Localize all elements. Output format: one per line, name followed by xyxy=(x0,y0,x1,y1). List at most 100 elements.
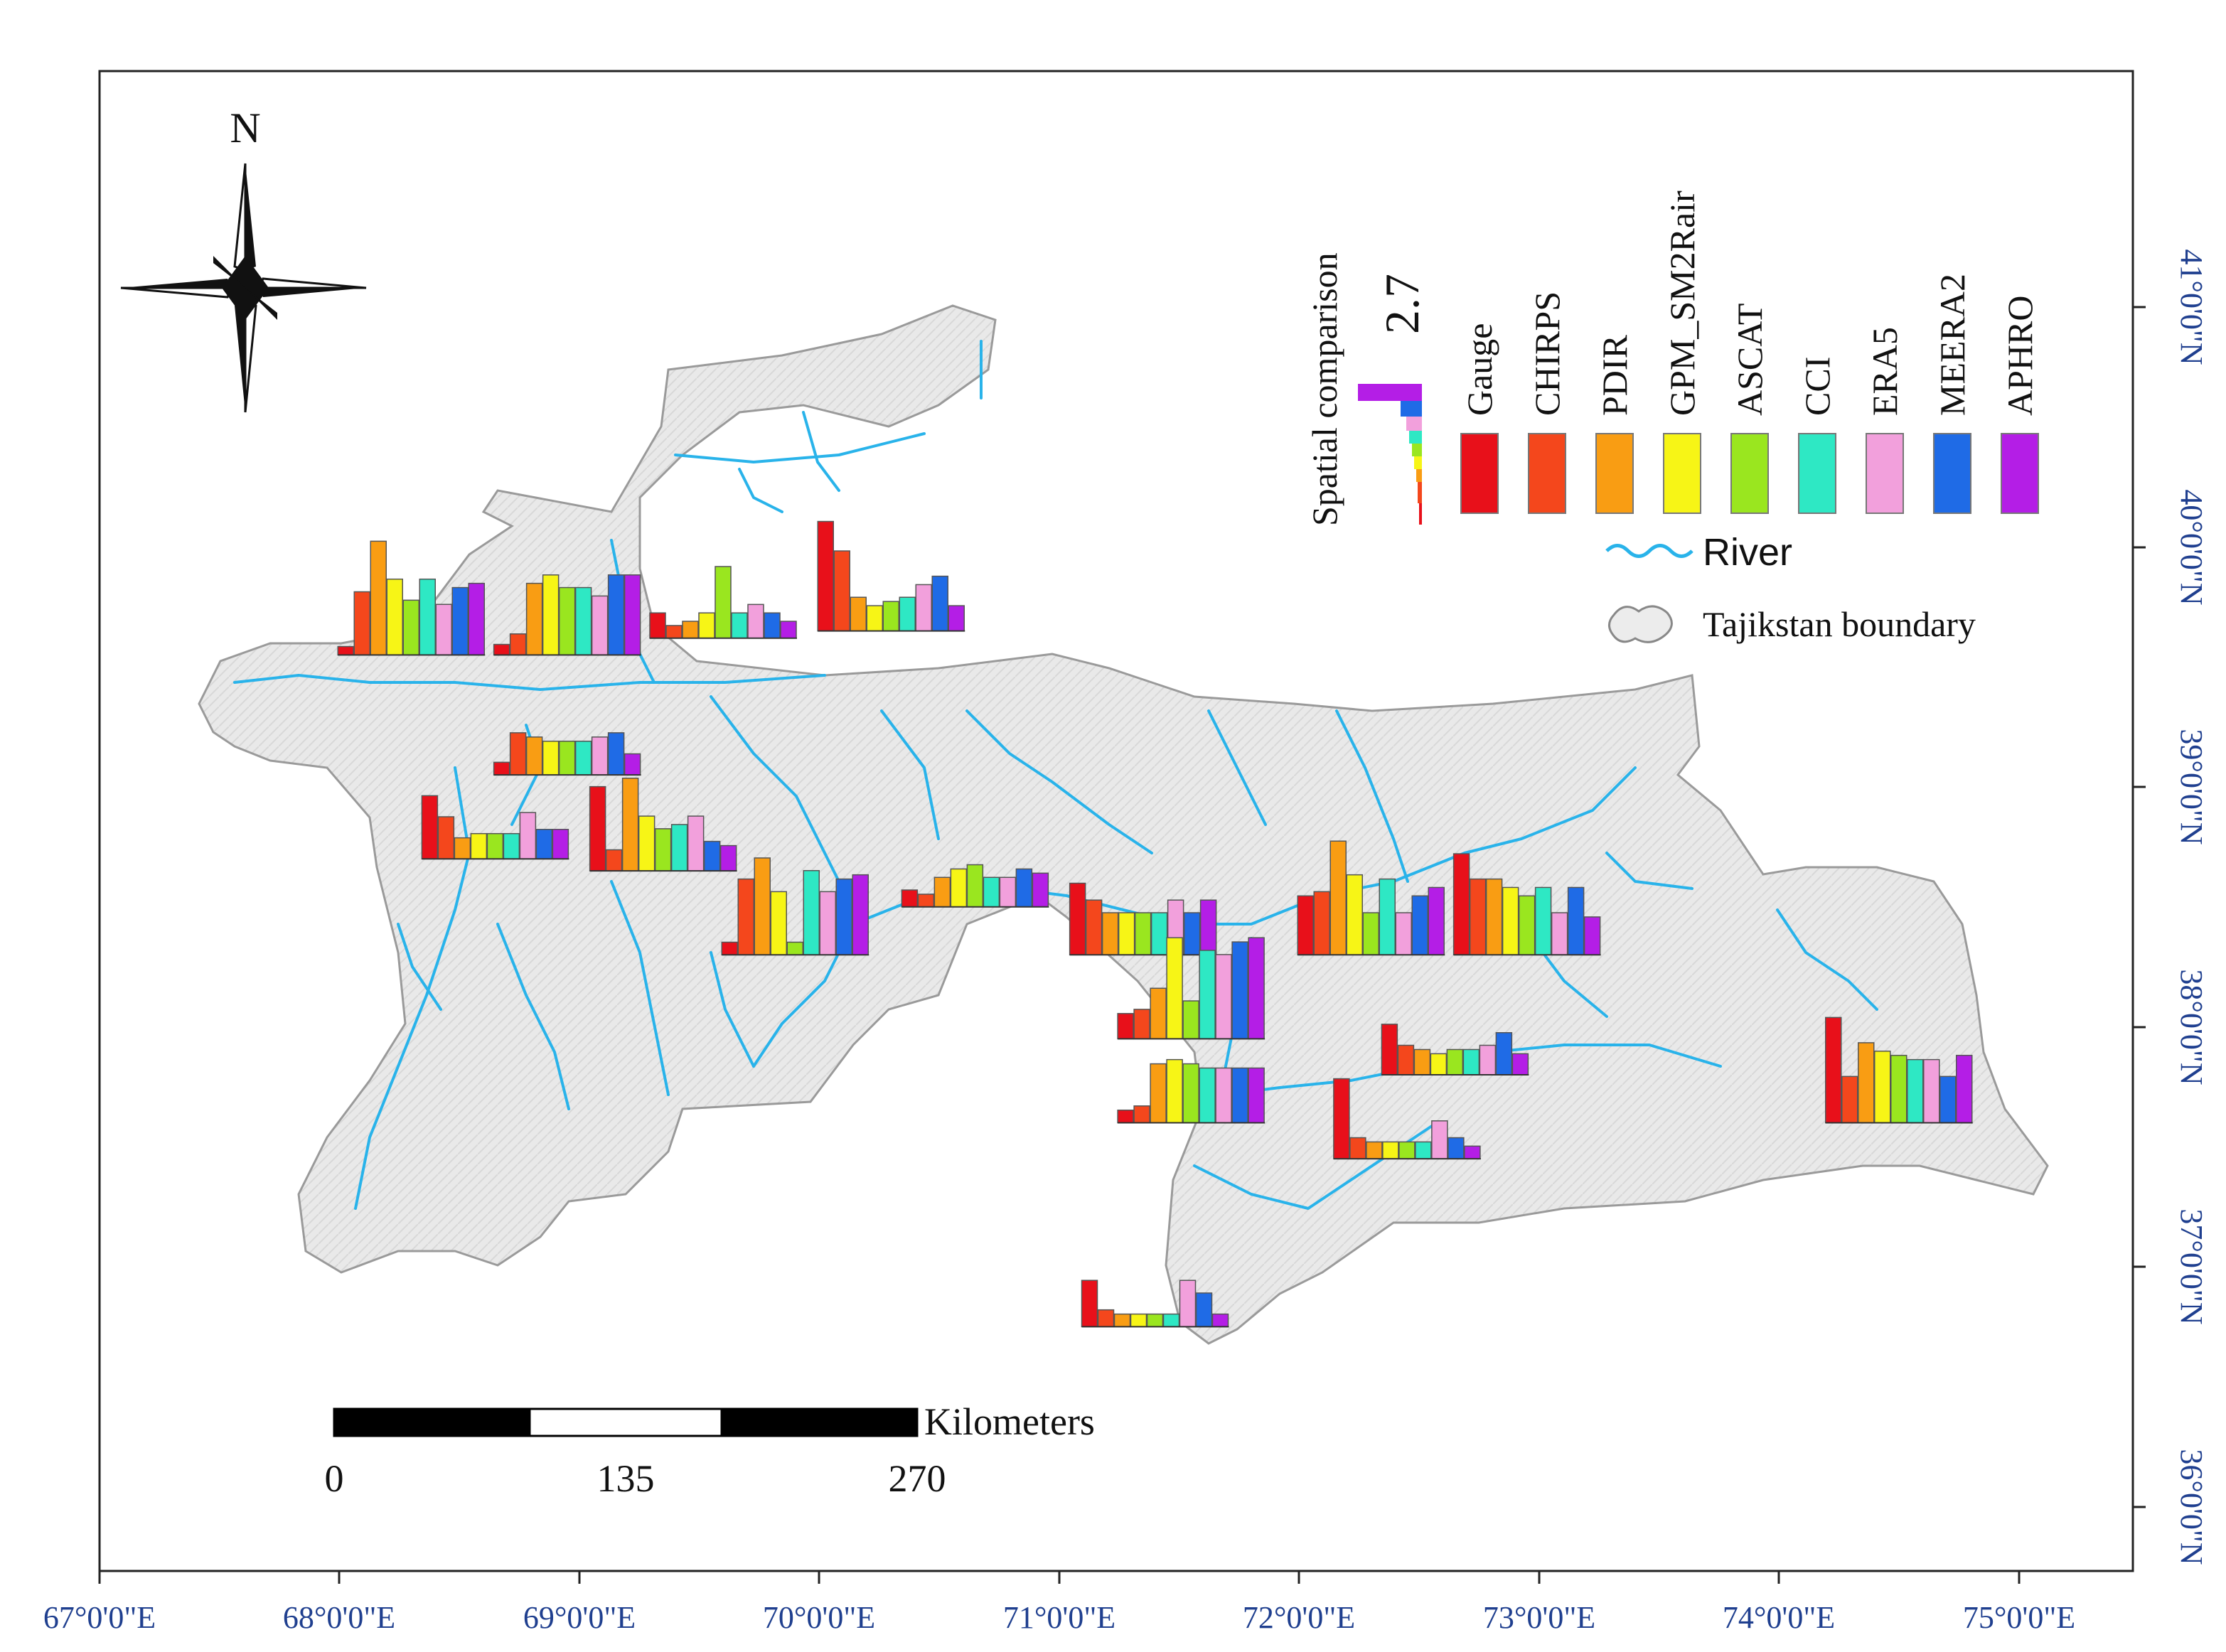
station-bar-era5 xyxy=(1179,1280,1197,1328)
station-bar-cci xyxy=(1379,878,1396,956)
station-bar-gpm-sm2rair xyxy=(386,578,403,656)
legend-swatch xyxy=(1460,433,1499,514)
station-bar-cci xyxy=(731,612,748,639)
station-bar-aphro xyxy=(780,621,797,639)
station-bar-ascat xyxy=(558,586,576,656)
legend-label: MEERA2 xyxy=(1932,274,1972,416)
station-bar-meera2 xyxy=(1448,1137,1465,1159)
station-bar-meera2 xyxy=(1195,1292,1213,1328)
station-bar-era5 xyxy=(519,812,537,860)
river-legend-icon xyxy=(1605,544,1693,558)
station-bar-meera2 xyxy=(1567,886,1585,955)
legend-scale-icon xyxy=(1358,384,1422,525)
station-bar-gauge xyxy=(589,785,606,871)
legend-label: ERA5 xyxy=(1865,327,1905,416)
x-tick-label: 73°0'0"E xyxy=(1483,1600,1595,1635)
station-chart xyxy=(1081,1280,1229,1328)
station-bar-gpm-sm2rair xyxy=(1130,1313,1147,1328)
station-bar-chirps xyxy=(1313,891,1330,955)
station-bar-ascat xyxy=(654,828,672,871)
station-bar-chirps xyxy=(917,894,935,908)
station-bar-gauge xyxy=(337,645,354,656)
station-bar-aphro xyxy=(1032,872,1049,908)
legend-label: ASCAT xyxy=(1730,304,1770,416)
station-chart xyxy=(1069,882,1217,956)
y-tick-label: 37°0'0"N xyxy=(2174,1208,2209,1324)
station-chart xyxy=(493,574,641,656)
station-bar-era5 xyxy=(1215,954,1232,1040)
legend: Spatial comparison 2.7 Gauge CHIRPS PDIR… xyxy=(1305,191,2040,644)
station-bar-gauge xyxy=(1333,1078,1350,1159)
station-bar-ascat xyxy=(1182,1000,1199,1040)
station-bar-aphro xyxy=(468,582,485,656)
legend-label: APHRO xyxy=(2000,296,2040,416)
station-chart xyxy=(1297,840,1445,956)
station-bar-chirps xyxy=(1133,1105,1150,1124)
station-bar-era5 xyxy=(999,876,1017,908)
station-bar-aphro xyxy=(624,574,641,656)
station-bar-gpm-sm2rair xyxy=(1874,1051,1891,1124)
station-bar-ascat xyxy=(486,832,504,860)
station-bar-chirps xyxy=(1469,878,1487,956)
station-bar-cci xyxy=(1534,886,1552,955)
station-chart xyxy=(649,566,797,639)
station-bar-meera2 xyxy=(451,586,469,656)
legend-swatch xyxy=(1595,433,1634,514)
station-bar-aphro xyxy=(1248,1067,1265,1124)
station-bar-pdir xyxy=(525,582,543,656)
station-bar-aphro xyxy=(852,874,869,955)
legend-swatch xyxy=(1663,433,1701,514)
y-tick-label: 40°0'0"N xyxy=(2174,489,2209,605)
station-bar-meera2 xyxy=(1939,1076,1957,1124)
station-bar-cci xyxy=(574,740,592,776)
y-tick-label: 36°0'0"N xyxy=(2174,1449,2209,1565)
station-bar-chirps xyxy=(1349,1137,1366,1159)
station-bar-gpm-sm2rair xyxy=(1118,912,1135,955)
station-bar-meera2 xyxy=(835,878,852,956)
north-arrow-icon xyxy=(120,163,367,413)
station-bar-gauge xyxy=(817,520,834,632)
tajikistan-boundary xyxy=(198,304,2049,1345)
station-bar-aphro xyxy=(552,829,569,860)
legend-label: CCI xyxy=(1797,357,1837,416)
station-chart xyxy=(1333,1078,1481,1160)
station-bar-chirps xyxy=(1133,1009,1150,1040)
y-axis-ticks xyxy=(2133,306,2146,1508)
station-bar-era5 xyxy=(1479,1044,1497,1076)
station-bar-ascat xyxy=(1446,1048,1464,1076)
station-bar-ascat xyxy=(1146,1313,1164,1328)
station-bar-gpm-sm2rair xyxy=(1502,886,1519,955)
station-bar-pdir xyxy=(682,621,699,639)
station-bar-era5 xyxy=(915,584,932,632)
station-bar-meera2 xyxy=(703,840,721,871)
station-bar-cci xyxy=(1199,950,1216,1040)
station-bar-era5 xyxy=(591,595,609,656)
legend-swatch xyxy=(1528,433,1566,514)
x-tick-label: 74°0'0"E xyxy=(1723,1600,1835,1635)
station-bar-cci xyxy=(574,586,592,656)
station-chart xyxy=(1117,937,1265,1040)
legend-label: PDIR xyxy=(1595,334,1634,416)
station-bar-gauge xyxy=(493,643,510,656)
station-chart xyxy=(493,732,641,776)
station-bar-pdir xyxy=(1150,987,1167,1040)
station-bar-cci xyxy=(1150,912,1168,955)
legend-label: Gauge xyxy=(1460,323,1499,417)
north-label: N xyxy=(230,104,260,151)
station-chart xyxy=(817,520,965,632)
station-bar-gpm-sm2rair xyxy=(1166,1058,1183,1124)
x-tick-label: 75°0'0"E xyxy=(1963,1600,2075,1635)
station-bar-ascat xyxy=(1398,1141,1416,1159)
station-bar-chirps xyxy=(665,625,683,639)
station-bar-cci xyxy=(670,824,688,871)
station-chart xyxy=(721,857,869,956)
station-bar-pdir xyxy=(1366,1141,1383,1159)
station-bar-cci xyxy=(1199,1067,1216,1124)
station-bar-ascat xyxy=(966,864,984,908)
station-bar-cci xyxy=(803,869,820,955)
station-bar-era5 xyxy=(687,815,705,871)
station-bar-pdir xyxy=(621,778,639,871)
legend-swatch xyxy=(1866,433,1904,514)
station-bar-pdir xyxy=(1858,1042,1875,1124)
